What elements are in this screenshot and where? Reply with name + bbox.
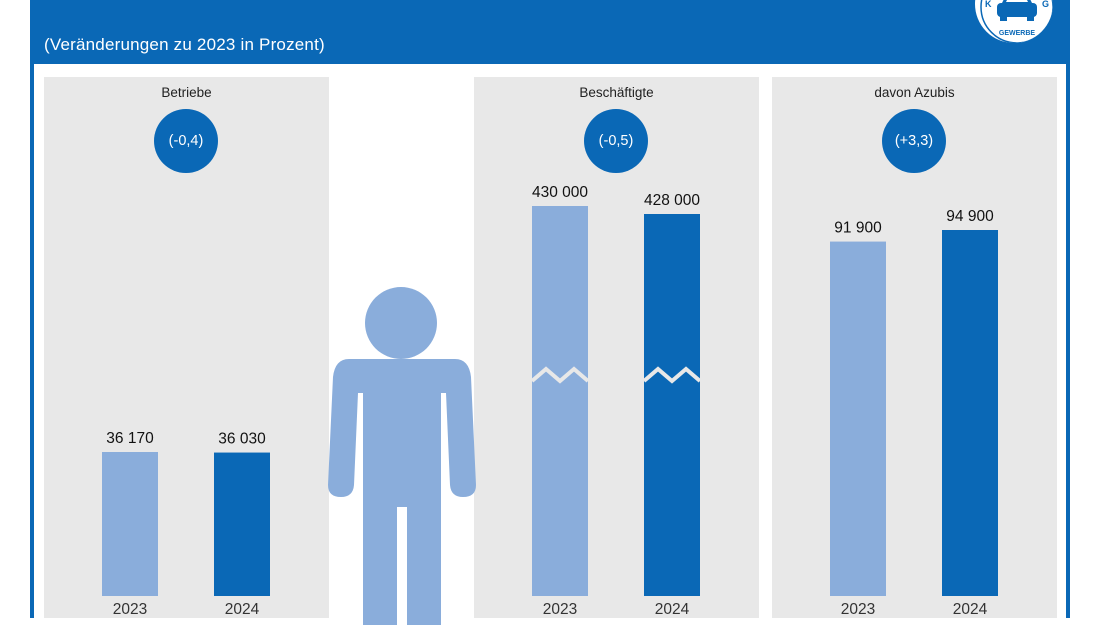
panel-title-azubis: davon Azubis xyxy=(874,85,955,100)
panel-title-betriebe: Betriebe xyxy=(161,85,212,100)
change-badge-beschaeftigte: (-0,5) xyxy=(584,109,648,173)
panel-betriebe: Betriebe (-0,4) xyxy=(44,77,329,618)
year-label-azubis-2024: 2024 xyxy=(953,601,988,618)
axis-break-beschaeftigte-2024 xyxy=(642,366,702,384)
panel-beschaeftigte: Beschäftigte (-0,5) xyxy=(474,77,759,618)
car-icon: K G GEWERBE xyxy=(980,0,1053,43)
bar-azubis-2024 xyxy=(942,230,998,596)
bar-azubis-2023 xyxy=(830,241,886,596)
value-label-betriebe-2024: 36 030 xyxy=(218,431,266,448)
value-label-azubis-2024: 94 900 xyxy=(946,208,994,225)
logo-letter-k: K xyxy=(985,0,992,9)
bar-beschaeftigte-2023 xyxy=(532,206,588,596)
bar-beschaeftigte-2024 xyxy=(644,214,700,596)
logo-text-gewerbe: GEWERBE xyxy=(999,30,1036,37)
year-label-betriebe-2023: 2023 xyxy=(113,601,147,618)
value-label-beschaeftigte-2024: 428 000 xyxy=(644,192,700,209)
bar-betriebe-2024 xyxy=(214,452,270,596)
year-label-betriebe-2024: 2024 xyxy=(225,601,260,618)
logo-letter-g: G xyxy=(1042,0,1049,9)
bar-betriebe-2023 xyxy=(102,452,158,596)
year-label-azubis-2023: 2023 xyxy=(841,601,875,618)
axis-break-beschaeftigte-2023 xyxy=(530,366,590,384)
year-label-beschaeftigte-2023: 2023 xyxy=(543,601,577,618)
change-badge-betriebe: (-0,4) xyxy=(154,109,218,173)
person-icon xyxy=(328,287,476,625)
panel-azubis: davon Azubis (+3,3) xyxy=(772,77,1057,618)
value-label-azubis-2023: 91 900 xyxy=(834,220,882,237)
change-badge-azubis: (+3,3) xyxy=(882,109,946,173)
chart-subtitle: (Veränderungen zu 2023 in Prozent) xyxy=(44,35,325,54)
year-label-beschaeftigte-2024: 2024 xyxy=(655,601,690,618)
panel-title-beschaeftigte: Beschäftigte xyxy=(579,85,654,100)
value-label-beschaeftigte-2023: 430 000 xyxy=(532,184,588,201)
value-label-betriebe-2023: 36 170 xyxy=(106,430,154,447)
